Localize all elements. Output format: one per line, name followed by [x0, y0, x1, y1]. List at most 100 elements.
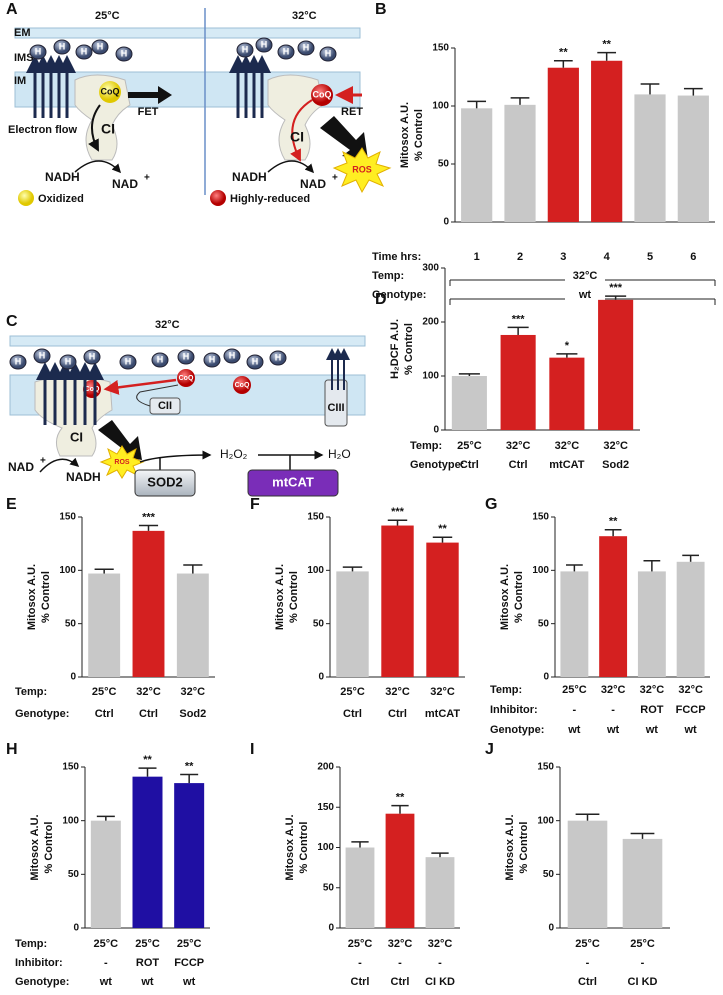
diagram-a: A 25°C 32°C EM IMS IM CoQ FET CoQ RET RO…: [6, 1, 392, 206]
proton-label: H: [97, 41, 104, 51]
row-value: 32°C: [136, 686, 161, 698]
y-tick-label: 0: [328, 923, 334, 934]
y-axis-title: % Control: [288, 571, 300, 623]
row-value: 3: [560, 251, 566, 263]
row-value: mtCAT: [549, 459, 585, 471]
proton-label: H: [242, 44, 249, 54]
error-bar: [682, 554, 699, 562]
proton-label: H: [183, 351, 190, 361]
ci-label: CI: [290, 129, 304, 145]
h2o2-label: H₂O₂: [220, 447, 248, 461]
coq-reduced: [311, 84, 333, 106]
chart: J Mitosox A.U.% Control 0 50 100 150 25°C 25°C -…: [485, 741, 670, 988]
panel-letter: D: [375, 291, 387, 308]
cii-line: [136, 384, 179, 407]
y-axis-title: Mitosox A.U.: [504, 814, 516, 880]
y-tick-label: 100: [59, 565, 76, 576]
y-axis-title: Mitosox A.U.: [499, 564, 511, 630]
row-value: wt: [606, 724, 620, 736]
row-value: 32°C: [181, 686, 206, 698]
row-value: -: [438, 957, 442, 969]
error-bar: [467, 100, 487, 109]
y-tick-label: 100: [537, 815, 554, 826]
row-value: 25°C: [348, 938, 373, 950]
y-axis-title: Mitosox A.U.: [26, 564, 38, 630]
flow-arrow: [139, 450, 212, 463]
temp-label: 32°C: [292, 10, 317, 22]
membrane-label: EM: [14, 27, 31, 39]
proton: [255, 37, 273, 53]
y-tick-label: 100: [432, 101, 449, 112]
row-label: Temp:: [372, 270, 404, 282]
y-axis-title: % Control: [518, 822, 530, 874]
y-axis-title: Mitosox A.U.: [274, 564, 286, 630]
row-value: CI KD: [628, 976, 658, 988]
row-value: Ctrl: [95, 708, 114, 720]
row-value: 32°C: [603, 440, 628, 452]
proton-label: H: [121, 48, 128, 58]
significance: **: [143, 754, 152, 766]
proton-label: H: [275, 352, 282, 362]
reverse-flow: [290, 99, 313, 162]
row-value: Ctrl: [578, 976, 597, 988]
row-label: Genotype:: [15, 976, 69, 988]
significance: ***: [512, 313, 526, 325]
proton-label: H: [283, 46, 290, 56]
error-bar: [138, 767, 157, 777]
bar: [90, 820, 121, 928]
row-value: 25°C: [457, 440, 482, 452]
error-bar: [630, 832, 655, 839]
row-value: 5: [647, 251, 653, 263]
error-bar: [597, 51, 617, 61]
row-value: CI KD: [425, 976, 455, 988]
row-value: 25°C: [177, 938, 202, 950]
ros-arrow: [320, 116, 368, 160]
nad-label: NAD: [112, 177, 138, 191]
y-tick-label: 50: [438, 159, 450, 170]
proton: [29, 44, 47, 60]
row-label: Temp:: [15, 686, 47, 698]
bar: [500, 334, 536, 430]
row-value: 32°C: [601, 684, 626, 696]
nad-label: NAD: [300, 177, 326, 191]
nadh-label: NADH: [45, 170, 80, 184]
temp-label: 32°C: [155, 319, 180, 331]
nadh-arrow: [39, 457, 80, 473]
row-value: wt: [99, 976, 113, 988]
legend-label: Oxidized: [38, 193, 84, 205]
row-label: Genotype:: [372, 289, 426, 301]
row-value: Ctrl: [388, 708, 407, 720]
y-tick-label: 0: [548, 923, 554, 934]
row-value: 2: [517, 251, 523, 263]
chart: H Mitosox A.U.% Control 0 50 100 150 ** ** Temp:…: [6, 741, 210, 988]
y-axis-title: Mitosox A.U.: [399, 102, 411, 168]
row-value: wt: [140, 976, 154, 988]
ros-burst: [99, 445, 145, 479]
y-axis-title: % Control: [43, 822, 55, 874]
nadh-label: NADH: [66, 470, 101, 484]
row-label: Inhibitor:: [490, 704, 538, 716]
error-bar: [643, 559, 661, 572]
error-bar: [640, 83, 660, 95]
proton: [246, 354, 264, 370]
significance: **: [609, 516, 618, 528]
row-value: FCCP: [676, 704, 706, 716]
y-tick-label: 0: [318, 672, 324, 683]
coq-label: CoQ: [85, 386, 100, 393]
y-tick-label: 0: [543, 672, 549, 683]
row-label: Temp:: [490, 684, 522, 696]
proton-label: H: [39, 350, 46, 360]
row-value: wt: [567, 724, 581, 736]
proton: [297, 40, 315, 56]
row-value: 25°C: [630, 938, 655, 950]
significance: **: [396, 792, 405, 804]
significance: ***: [391, 506, 405, 518]
y-axis-title: Mitosox A.U.: [284, 814, 296, 880]
proton: [9, 354, 27, 370]
row-value: Ctrl: [391, 976, 410, 988]
row-value: wt: [578, 289, 592, 301]
bar: [345, 847, 375, 928]
